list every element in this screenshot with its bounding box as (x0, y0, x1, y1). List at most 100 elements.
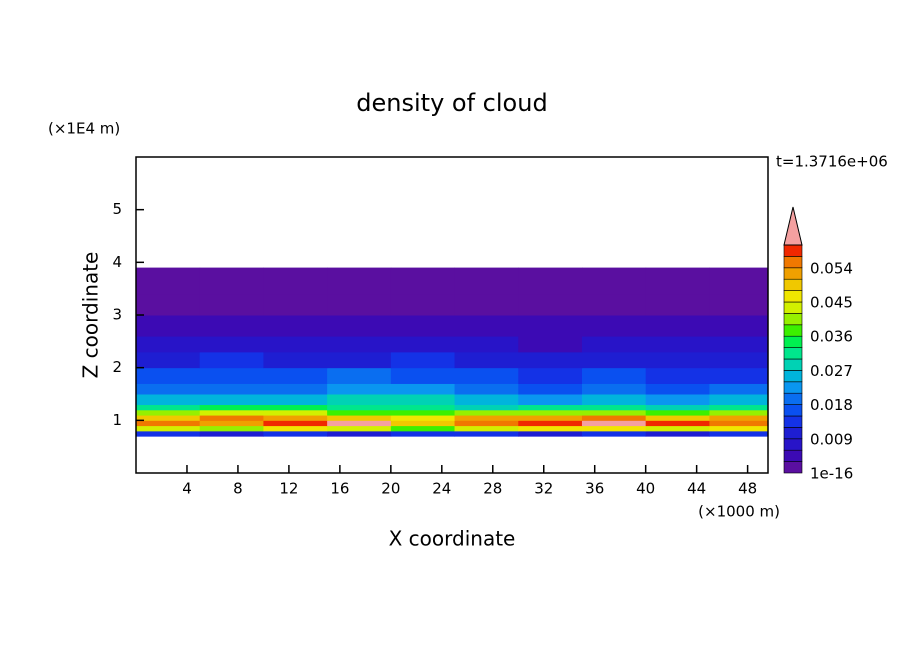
contour-cell (136, 425, 201, 432)
contour-cell (645, 409, 710, 416)
colorbar-band (783, 438, 803, 451)
contour-cell (581, 351, 647, 369)
contour-cell (518, 367, 583, 384)
contour-cell (581, 404, 647, 411)
contour-cell (518, 267, 583, 295)
colorbar-band (783, 313, 803, 326)
y-unit: (×1E4 m) (48, 120, 120, 138)
contour-cell (136, 404, 201, 411)
contour-cell (581, 367, 647, 384)
colorbar-band (783, 370, 803, 383)
x-tick-label: 36 (585, 480, 604, 498)
contour-cell (263, 351, 328, 369)
x-tick-label: 28 (483, 480, 502, 498)
contour-cell (136, 383, 201, 395)
x-axis-label: X coordinate (389, 527, 516, 551)
contour-cell (709, 425, 769, 432)
contour-cell (709, 351, 769, 369)
contour-cell (518, 409, 583, 416)
contour-cell (645, 425, 710, 432)
contour-cell (645, 267, 710, 295)
colorbar-band (783, 244, 803, 257)
contour-cell (709, 415, 769, 421)
contour-cell (199, 420, 264, 427)
contour-cell (390, 415, 456, 421)
contour-cell (454, 367, 519, 384)
x-tick-label: 20 (381, 480, 400, 498)
contour-cell (199, 293, 264, 316)
contour-cell (645, 351, 710, 369)
contour-cell (390, 404, 456, 411)
colorbar-tick-label: 0.054 (810, 259, 853, 277)
contour-cell (645, 420, 710, 427)
contour-cell (263, 267, 328, 295)
contour-cell (518, 293, 583, 316)
x-tick-label: 8 (233, 480, 243, 498)
y-axis-label: Z coordinate (79, 252, 103, 379)
contour-cell (263, 383, 328, 395)
contour-cell (645, 404, 710, 411)
time-label: t=1.3716e+06 (776, 153, 888, 171)
contour-cell (199, 430, 264, 437)
x-tick-label: 12 (279, 480, 298, 498)
contour-cell (136, 415, 201, 421)
contour-cell (390, 336, 456, 353)
colorbar-band (783, 427, 803, 440)
colorbar-band (783, 404, 803, 417)
contour-cell (199, 336, 264, 353)
x-tick-label: 4 (182, 480, 192, 498)
contour-cell (327, 367, 392, 384)
contour-cell (390, 425, 456, 432)
contour-cell (199, 415, 264, 421)
colorbar-band (783, 267, 803, 280)
contour-cell (709, 409, 769, 416)
colorbar-band (783, 301, 803, 314)
contour-cell (327, 415, 392, 421)
contour-cell (136, 336, 201, 353)
contour-cell (136, 315, 201, 337)
contour-cell (199, 425, 264, 432)
contour-cell (581, 409, 647, 416)
contour-cell (454, 404, 519, 411)
contour-cell (645, 383, 710, 395)
contour-cell (581, 415, 647, 421)
contour-cell (645, 336, 710, 353)
contour-cell (199, 383, 264, 395)
colorbar-band (783, 381, 803, 394)
contour-cell (390, 267, 456, 295)
colorbar-extend (783, 206, 803, 246)
contour-cell (327, 315, 392, 337)
contour-cell (327, 430, 392, 437)
contour-cell (709, 430, 769, 437)
contour-cell (645, 415, 710, 421)
x-unit: (×1000 m) (698, 503, 780, 521)
contour-cell (136, 409, 201, 416)
contour-cell (454, 293, 519, 316)
contour-cell (581, 420, 647, 427)
x-tick-label: 32 (534, 480, 553, 498)
colorbar-tick-label: 0.009 (810, 430, 853, 448)
contour-cell (263, 394, 328, 406)
contour-cell (454, 425, 519, 432)
contour-cell (454, 430, 519, 437)
contour-cell (136, 351, 201, 369)
contour-cell (136, 293, 201, 316)
contour-cell (454, 409, 519, 416)
colorbar-tick-label: 0.045 (810, 294, 853, 312)
contour-cell (263, 315, 328, 337)
contour-cell (454, 420, 519, 427)
contour-cell (709, 420, 769, 427)
contour-cell (199, 367, 264, 384)
contour-cell (327, 383, 392, 395)
contour-cell (454, 415, 519, 421)
contour-cell (199, 267, 264, 295)
contour-cell (518, 351, 583, 369)
contour-cell (136, 420, 201, 427)
contour-cell (709, 315, 769, 337)
contour-cell (327, 351, 392, 369)
contour-cell (327, 267, 392, 295)
contour-cell (390, 409, 456, 416)
colorbar-tick-label: 0.027 (810, 362, 853, 380)
contour-cell (390, 394, 456, 406)
